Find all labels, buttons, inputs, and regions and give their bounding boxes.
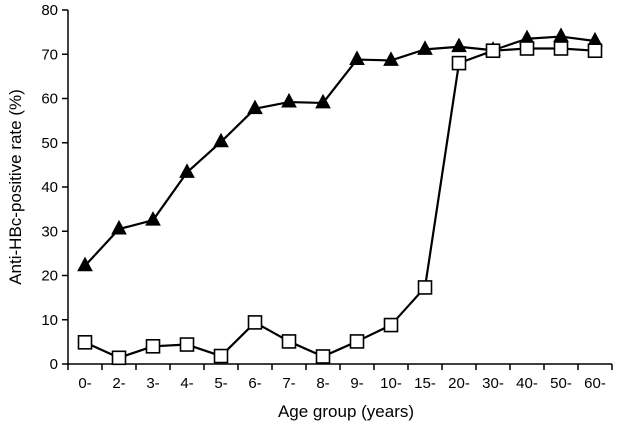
series-line	[84, 47, 596, 359]
triangle-marker	[417, 40, 433, 55]
triangle-marker	[145, 211, 161, 226]
square-marker	[77, 335, 93, 350]
x-tick-label: 6-	[248, 375, 261, 392]
series-2	[77, 41, 603, 366]
x-tick-label: 20-	[448, 375, 470, 392]
y-tick-label: 40	[41, 179, 58, 196]
triangle-marker	[179, 163, 195, 178]
square-marker	[247, 315, 263, 330]
y-tick-label: 60	[41, 91, 58, 108]
square-marker	[213, 348, 229, 364]
triangle-marker	[349, 50, 365, 65]
triangle-marker	[383, 51, 399, 66]
x-tick-label: 2-	[112, 375, 125, 392]
triangle-marker	[213, 132, 229, 148]
y-tick-label: 0	[50, 356, 58, 373]
triangle-marker	[111, 219, 127, 235]
triangle-marker	[281, 92, 297, 108]
axes	[67, 10, 612, 365]
y-tick-label: 80	[41, 2, 58, 19]
x-tick-label: 30-	[482, 375, 504, 392]
triangle-marker	[451, 37, 467, 53]
series-line	[84, 35, 596, 267]
square-marker	[519, 41, 535, 56]
x-axis-title: Age group (years)	[278, 402, 414, 421]
series-1	[77, 27, 603, 272]
x-tick-label: 10-	[380, 375, 402, 392]
y-axis-title: Anti-HBc-positive rate (%)	[6, 89, 25, 285]
y-tick-label: 30	[41, 223, 58, 240]
square-marker	[383, 317, 399, 333]
square-marker	[587, 43, 603, 59]
series-group	[77, 27, 603, 366]
square-marker	[281, 334, 297, 349]
x-tick-label: 7-	[282, 375, 295, 392]
triangle-marker	[77, 256, 93, 272]
x-tick-label: 15-	[414, 375, 436, 392]
square-marker	[315, 349, 331, 364]
triangle-marker	[247, 99, 263, 115]
x-tick-label: 9-	[350, 375, 363, 392]
square-marker	[485, 43, 501, 59]
x-tick-label: 40-	[516, 375, 538, 392]
triangle-marker	[315, 93, 331, 109]
x-tick-label: 5-	[214, 375, 227, 392]
y-tick-label: 10	[41, 312, 58, 329]
square-marker	[179, 337, 195, 352]
x-tick-label: 3-	[146, 375, 159, 392]
square-marker	[145, 338, 161, 354]
y-tick-label: 70	[41, 46, 58, 63]
square-marker	[553, 41, 569, 56]
x-tick-label: 50-	[550, 375, 572, 392]
square-marker	[349, 334, 365, 349]
x-tick-label: 0-	[78, 375, 91, 392]
ticks: 0 10 20 30 40 50 60 70 80 0- 2- 3- 4- 5- 6- 7- 8- 9- 10- 15…	[41, 2, 613, 392]
square-marker	[451, 55, 467, 71]
x-tick-label: 60-	[584, 375, 606, 392]
square-marker	[417, 280, 433, 295]
square-marker	[111, 350, 127, 366]
triangle-marker	[553, 27, 569, 42]
x-tick-label: 8-	[316, 375, 329, 392]
y-tick-label: 20	[41, 268, 58, 285]
y-tick-label: 50	[41, 135, 58, 152]
x-tick-label: 4-	[180, 375, 193, 392]
